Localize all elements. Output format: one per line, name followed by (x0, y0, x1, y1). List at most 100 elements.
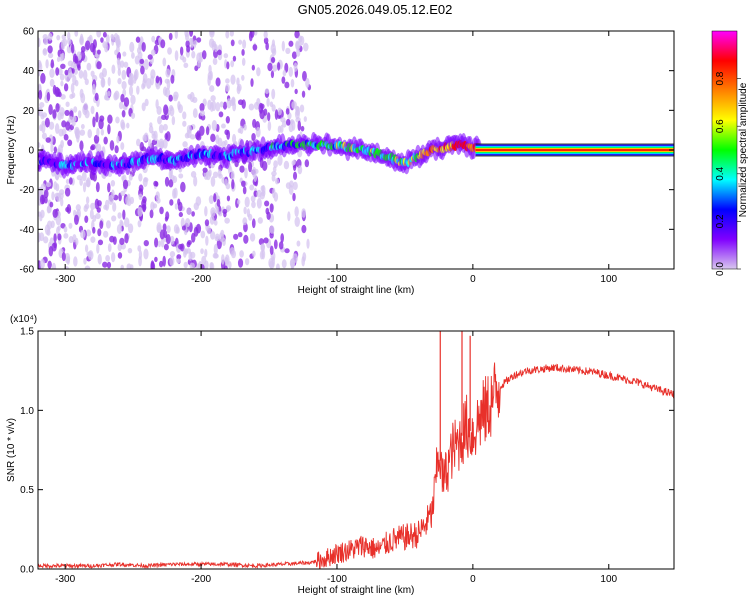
noise-blob (92, 226, 96, 234)
noise-blob (147, 54, 153, 60)
noise-blob (43, 37, 49, 46)
noise-blob (63, 134, 69, 141)
noise-blob (128, 85, 134, 97)
noise-blob (48, 121, 55, 130)
noise-blob (101, 76, 105, 88)
noise-blob (63, 226, 68, 233)
noise-blob (297, 120, 302, 132)
noise-blob (85, 196, 90, 205)
noise-blob (166, 78, 171, 90)
noise-blob (70, 61, 77, 69)
noise-blob (301, 90, 306, 98)
noise-blob (209, 262, 215, 269)
noise-blob (123, 61, 129, 68)
noise-blob (125, 195, 130, 206)
noise-blob (40, 209, 45, 219)
x-tick-label: 100 (600, 574, 617, 585)
noise-blob (256, 67, 261, 77)
noise-blob (294, 216, 300, 227)
noise-blob (85, 179, 91, 188)
noise-blob (94, 92, 99, 102)
noise-blob (295, 40, 300, 51)
x-tick-label: -100 (327, 574, 347, 585)
noise-blob (143, 177, 149, 183)
noise-blob (267, 112, 271, 122)
noise-blob (230, 170, 235, 181)
noise-blob (205, 235, 209, 246)
x-tick-label: -200 (191, 574, 211, 585)
noise-blob (38, 106, 43, 117)
noise-blob (141, 41, 146, 52)
noise-blob (95, 212, 101, 220)
noise-blob (287, 211, 291, 222)
y-tick-label: -60 (20, 265, 35, 276)
noise-blob (84, 265, 91, 269)
noise-blob (237, 199, 241, 205)
noise-blob (96, 61, 102, 70)
noise-blob (212, 57, 218, 66)
noise-blob (117, 68, 122, 76)
noise-blob (294, 206, 299, 218)
noise-blob (182, 120, 187, 127)
noise-blob (154, 237, 159, 248)
noise-blob (249, 184, 255, 191)
noise-blob (72, 115, 77, 122)
noise-blob (107, 90, 111, 97)
spectrogram-y-ticks: -60 -40 -20 0 20 40 60 (20, 27, 674, 276)
noise-blob (291, 160, 295, 166)
noise-blob (56, 56, 61, 62)
noise-blob (238, 39, 243, 45)
noise-blob (190, 37, 194, 49)
noise-blob (263, 237, 269, 244)
y-tick-label: 60 (23, 27, 35, 38)
noise-blob (270, 70, 275, 79)
noise-blob (241, 57, 246, 67)
noise-blob (189, 262, 195, 269)
noise-blob (292, 181, 298, 191)
noise-blob (160, 236, 165, 248)
noise-blob (97, 49, 101, 55)
noise-blob (271, 88, 276, 100)
noise-blob (204, 248, 208, 258)
noise-blob (175, 226, 180, 234)
colorbar-label: Normalized spectral amplitude (738, 82, 749, 217)
noise-blob (131, 52, 135, 59)
noise-blob (199, 102, 205, 112)
noise-blob (45, 181, 52, 188)
noise-blob (74, 31, 79, 37)
noise-blob (142, 78, 147, 89)
noise-blob (73, 256, 78, 267)
noise-blob (255, 126, 261, 138)
noise-blob (90, 105, 95, 115)
noise-blob (122, 209, 126, 220)
noise-blob (155, 181, 159, 187)
noise-blob (96, 243, 100, 254)
colorbar-tick-label: 0.2 (715, 214, 726, 228)
noise-blob (162, 86, 168, 96)
noise-blob (209, 31, 215, 36)
noise-blob (269, 225, 275, 234)
noise-blob (108, 194, 114, 205)
noise-blob (237, 231, 243, 238)
noise-blob (40, 72, 46, 84)
noise-blob (271, 171, 277, 177)
noise-blob (215, 206, 220, 214)
x-tick-label: -200 (191, 274, 211, 285)
noise-blob (243, 124, 247, 131)
noise-blob (210, 207, 216, 217)
noise-blob (260, 244, 265, 252)
noise-blob (213, 243, 218, 255)
noise-blob (259, 250, 264, 260)
noise-blob (241, 74, 245, 81)
noise-blob (201, 50, 207, 60)
noise-blob (237, 258, 244, 268)
noise-blob (250, 195, 256, 203)
noise-blob (285, 118, 291, 126)
noise-blob (289, 258, 296, 268)
noise-blob (86, 62, 92, 71)
noise-blob (172, 188, 177, 199)
noise-blob (239, 125, 244, 135)
noise-blob (303, 42, 309, 52)
noise-blob (150, 260, 155, 269)
noise-blob (209, 101, 214, 112)
